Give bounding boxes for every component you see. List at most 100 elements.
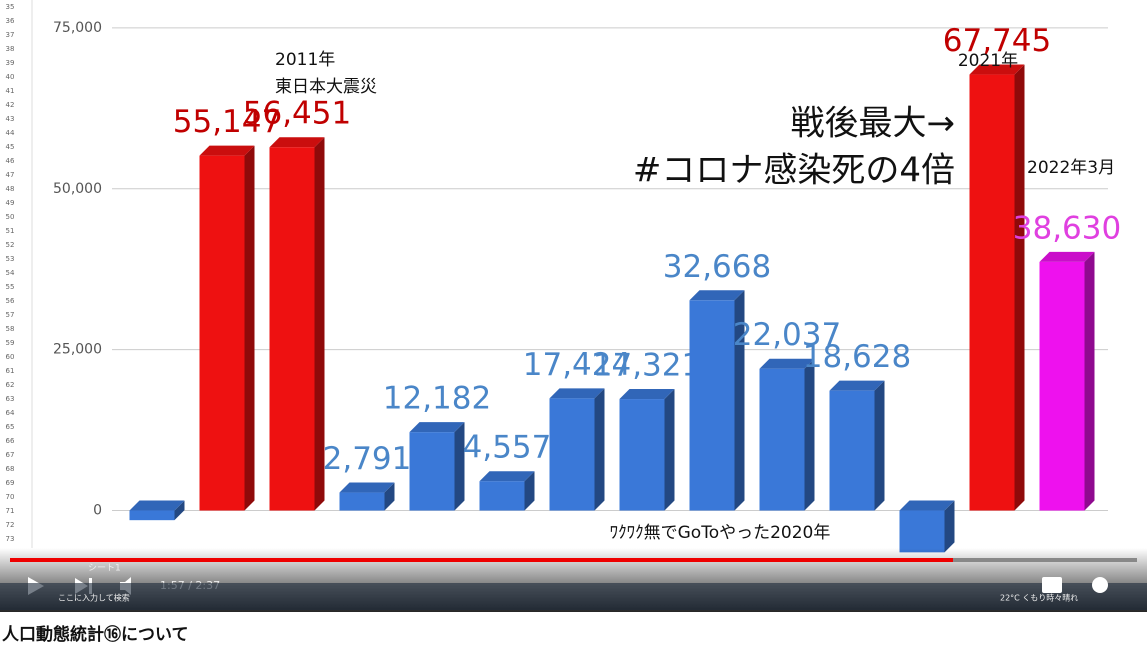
- row-number: 57: [6, 311, 15, 319]
- value-label: 18,628: [803, 339, 911, 375]
- bar-top: [829, 380, 885, 391]
- bar: [549, 398, 595, 511]
- bar-side: [1014, 64, 1025, 511]
- row-number: 48: [6, 185, 15, 193]
- y-tick-label: 50,000: [53, 181, 102, 197]
- row-number: 47: [6, 171, 15, 179]
- bar-side: [384, 482, 395, 511]
- row-number: 41: [6, 87, 15, 95]
- taskbar-search[interactable]: ここに入力して検索: [58, 593, 130, 603]
- y-tick-label: 0: [93, 503, 102, 519]
- value-label: 56,451: [243, 96, 351, 132]
- bar-top: [689, 290, 745, 301]
- row-number: 69: [6, 479, 15, 487]
- bar-side: [1084, 251, 1095, 511]
- bar-top: [1039, 251, 1095, 262]
- bar-top: [199, 145, 255, 156]
- row-number: 73: [6, 535, 15, 543]
- value-label: 22,037: [733, 317, 841, 353]
- y-tick-label: 75,000: [53, 20, 102, 36]
- row-number: 44: [6, 129, 15, 137]
- row-number: 65: [6, 423, 15, 431]
- row-number: 58: [6, 325, 15, 333]
- row-number: 35: [6, 3, 15, 11]
- sheet-tab[interactable]: シート1: [88, 564, 121, 574]
- bar-top: [759, 358, 815, 369]
- row-number: 53: [6, 255, 15, 263]
- value-label: 2,791: [323, 441, 412, 477]
- bar-side: [734, 290, 745, 511]
- row-number: 40: [6, 73, 15, 81]
- row-number: 54: [6, 269, 15, 277]
- row-number: 51: [6, 227, 15, 235]
- bar-top: [899, 500, 955, 511]
- annotation: 2011年: [275, 50, 335, 70]
- row-number: 62: [6, 381, 15, 389]
- annotation: 東日本大震災: [275, 77, 377, 97]
- row-number: 52: [6, 241, 15, 249]
- bar: [269, 147, 315, 511]
- bar-top: [269, 137, 325, 148]
- bar-side: [664, 389, 675, 511]
- y-tick-label: 25,000: [53, 342, 102, 358]
- bar-top: [129, 500, 185, 511]
- row-number: 39: [6, 59, 15, 67]
- annotation: #コロナ感染死の4倍: [633, 151, 955, 191]
- bar: [619, 399, 665, 511]
- row-number: 72: [6, 521, 15, 529]
- value-label: 32,668: [663, 249, 771, 285]
- annotation: ﾜｸﾜｸ無でGoToやった2020年: [610, 523, 831, 543]
- row-number: 46: [6, 157, 15, 165]
- row-number: 55: [6, 283, 15, 291]
- title-bar: [0, 612, 1147, 649]
- row-number: 36: [6, 17, 15, 25]
- bar-side: [944, 500, 955, 553]
- row-number: 66: [6, 437, 15, 445]
- bar: [899, 510, 945, 553]
- bar: [829, 390, 875, 511]
- taskbar: [0, 583, 1147, 610]
- video-title[interactable]: 人口動態統計⑯について: [2, 624, 189, 645]
- bar: [1039, 261, 1085, 511]
- value-label: 17,424: [523, 347, 631, 383]
- bar-side: [804, 358, 815, 511]
- row-number: 37: [6, 31, 15, 39]
- bar: [479, 481, 525, 511]
- bar-top: [339, 482, 395, 493]
- captions-button[interactable]: [1042, 577, 1062, 593]
- value-label: 55,147: [173, 104, 281, 140]
- row-number: 64: [6, 409, 15, 417]
- row-number: 63: [6, 395, 15, 403]
- annotation: 戦後最大→: [791, 104, 956, 144]
- value-label: 17,321: [593, 348, 701, 384]
- value-label: 12,182: [383, 381, 491, 417]
- bar-side: [244, 145, 255, 511]
- row-number: 60: [6, 353, 15, 361]
- bar-side: [524, 471, 535, 511]
- progress-played: [10, 558, 953, 562]
- row-number: 38: [6, 45, 15, 53]
- taskbar-weather: 22°C くもり時々晴れ: [1000, 593, 1078, 603]
- row-number: 42: [6, 101, 15, 109]
- settings-button[interactable]: [1092, 577, 1108, 593]
- bar-top: [549, 388, 605, 399]
- annotation: 2022年3月: [1027, 158, 1115, 178]
- bar-side: [594, 388, 605, 511]
- bar-side: [314, 137, 325, 511]
- bar-side: [874, 380, 885, 511]
- bar-top: [479, 471, 535, 482]
- row-number: 67: [6, 451, 15, 459]
- row-number: 50: [6, 213, 15, 221]
- value-label: 67,745: [943, 23, 1051, 59]
- row-number: 70: [6, 493, 15, 501]
- bar: [689, 300, 735, 511]
- row-number: 61: [6, 367, 15, 375]
- bar-top: [619, 389, 675, 400]
- bar: [759, 368, 805, 511]
- value-label: 4,557: [463, 430, 552, 466]
- row-number: 68: [6, 465, 15, 473]
- bar: [409, 432, 455, 511]
- annotation: 2021年: [958, 51, 1018, 71]
